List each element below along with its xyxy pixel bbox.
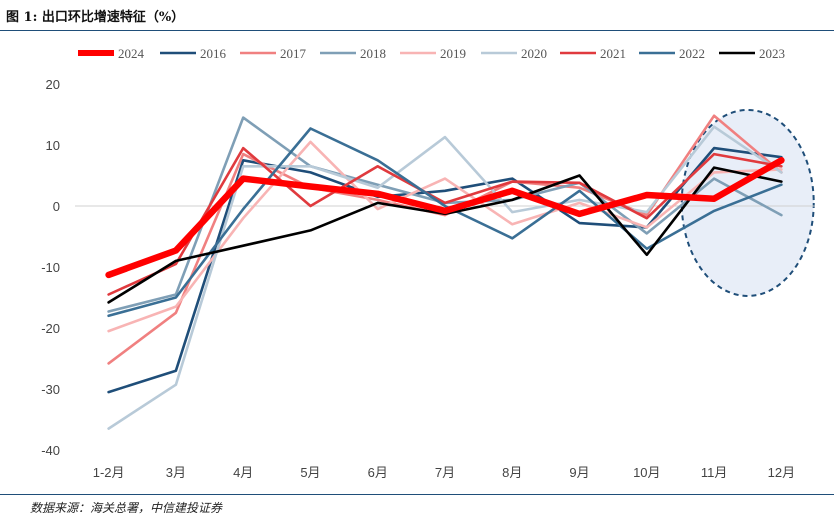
legend: 2024 2016 2017 2018 2019 2020 2021 2022 2023 xyxy=(78,46,785,61)
legend-label-2024: 2024 xyxy=(118,46,145,61)
legend-label-2021: 2021 xyxy=(600,46,626,61)
y-tick-label: 20 xyxy=(46,77,60,92)
legend-label-2022: 2022 xyxy=(679,46,705,61)
footer-rule xyxy=(0,494,834,495)
x-tick-label: 8月 xyxy=(502,465,522,480)
series-line-2020 xyxy=(107,125,783,430)
legend-label-2016: 2016 xyxy=(200,46,227,61)
axes: 20 10 0 -10 -20 -30 -40 1-2月 3月 4月 5月 6月 7月 8月 9月 10月 11… xyxy=(41,77,815,480)
series-lines xyxy=(105,114,785,430)
y-tick-label: -20 xyxy=(41,321,60,336)
x-tick-label: 9月 xyxy=(569,465,589,480)
title-rule xyxy=(0,30,834,31)
x-tick-label: 6月 xyxy=(368,465,388,480)
x-tick-label: 7月 xyxy=(435,465,455,480)
series-line-2017 xyxy=(107,114,783,365)
series-line-2019 xyxy=(107,140,783,333)
x-tick-label: 5月 xyxy=(300,465,320,480)
x-tick-label: 12月 xyxy=(768,465,795,480)
y-tick-label: -10 xyxy=(41,260,60,275)
series-line-2016 xyxy=(107,146,783,394)
legend-label-2018: 2018 xyxy=(360,46,386,61)
x-tick-label: 11月 xyxy=(701,465,728,480)
x-tick-label: 3月 xyxy=(166,465,186,480)
legend-label-2019: 2019 xyxy=(440,46,466,61)
highlight-region xyxy=(680,108,815,297)
y-tick-label: 10 xyxy=(46,138,60,153)
source-note: 数据来源：海关总署，中信建投证券 xyxy=(30,501,223,515)
x-tick-label: 1-2月 xyxy=(93,465,125,480)
x-tick-label: 10月 xyxy=(633,465,660,480)
chart-title: 图 1: 出口环比增速特征（%） xyxy=(6,10,185,25)
highlight-ellipse xyxy=(680,108,815,297)
legend-label-2020: 2020 xyxy=(521,46,547,61)
y-tick-label: -30 xyxy=(41,382,60,397)
y-tick-label: -40 xyxy=(41,443,60,458)
legend-label-2023: 2023 xyxy=(759,46,785,61)
y-tick-label: 0 xyxy=(53,199,60,214)
series-line-2022 xyxy=(107,127,783,318)
legend-label-2017: 2017 xyxy=(280,46,307,61)
x-tick-label: 4月 xyxy=(233,465,253,480)
series-line-2024 xyxy=(105,157,785,279)
